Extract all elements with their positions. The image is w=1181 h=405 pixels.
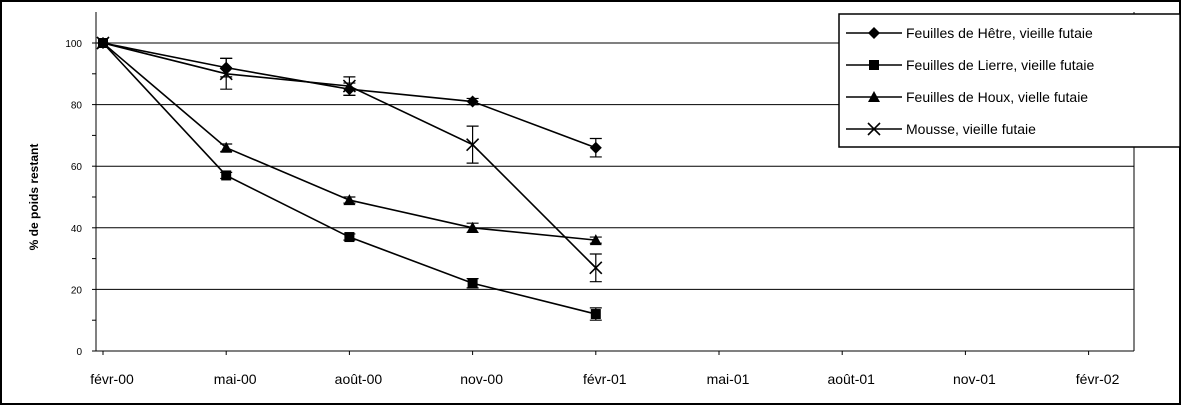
x-marker [96,36,110,50]
x-tick-labels: févr-00 mai-00 août-00 nov-00 févr-01 mai-01 a… [90,371,1119,387]
legend-item: Feuilles de Houx, vielle futaie [846,89,1088,105]
y-tick-label: 20 [71,285,83,296]
x-tick-label: févr-00 [90,371,134,387]
x-tick-label: nov-00 [460,371,503,387]
triangle-marker [466,221,479,233]
x-tick-label: févr-01 [583,371,627,387]
triangle-marker [868,91,880,102]
x-marker [466,138,480,152]
legend-box [838,13,1181,148]
x-marker [867,122,881,136]
x-tick-label: mai-01 [707,371,750,387]
series-group [96,36,603,321]
legend-item: Feuilles de Lierre, vieille futaie [846,57,1095,73]
x-tick-label: août-01 [827,371,875,387]
x-tick-label: mai-00 [214,371,257,387]
square-marker [221,170,232,181]
y-tick-label: 80 [71,101,83,112]
triangle-marker [220,141,233,153]
x-tick-label: août-00 [335,371,383,387]
legend-label: Feuilles de Lierre, vieille futaie [906,57,1095,73]
legend-label: Mousse, vieille futaie [906,121,1036,137]
x-tick-label: févr-02 [1076,371,1120,387]
y-axis-title: % de poids restant [27,144,41,251]
square-marker [590,309,601,320]
y-tick-label: 0 [76,347,82,358]
x-marker [589,261,603,275]
legend: Feuilles de Hêtre, vieille futaie Feuille… [838,13,1181,148]
square-marker [869,60,879,70]
square-marker [344,232,355,243]
series-x [96,36,603,283]
y-tick-label: 60 [71,162,83,173]
y-tick-label: 40 [71,224,83,235]
diamond-marker [589,141,602,154]
x-marker [342,79,356,93]
x-tick-label: nov-01 [953,371,996,387]
axes [92,12,1135,355]
x-marker [219,67,233,81]
diamond-marker [466,95,479,108]
diamond-marker [868,27,880,39]
legend-label: Feuilles de Hêtre, vieille futaie [906,25,1093,41]
triangle-marker [589,234,602,246]
y-tick-labels: 0 20 40 60 80 100 [65,39,82,358]
legend-item: Feuilles de Hêtre, vieille futaie [846,25,1093,41]
square-marker [467,278,478,289]
triangle-marker [343,194,356,206]
legend-label: Feuilles de Houx, vielle futaie [906,89,1088,105]
legend-item: Mousse, vieille futaie [846,121,1036,137]
y-tick-label: 100 [65,39,82,50]
